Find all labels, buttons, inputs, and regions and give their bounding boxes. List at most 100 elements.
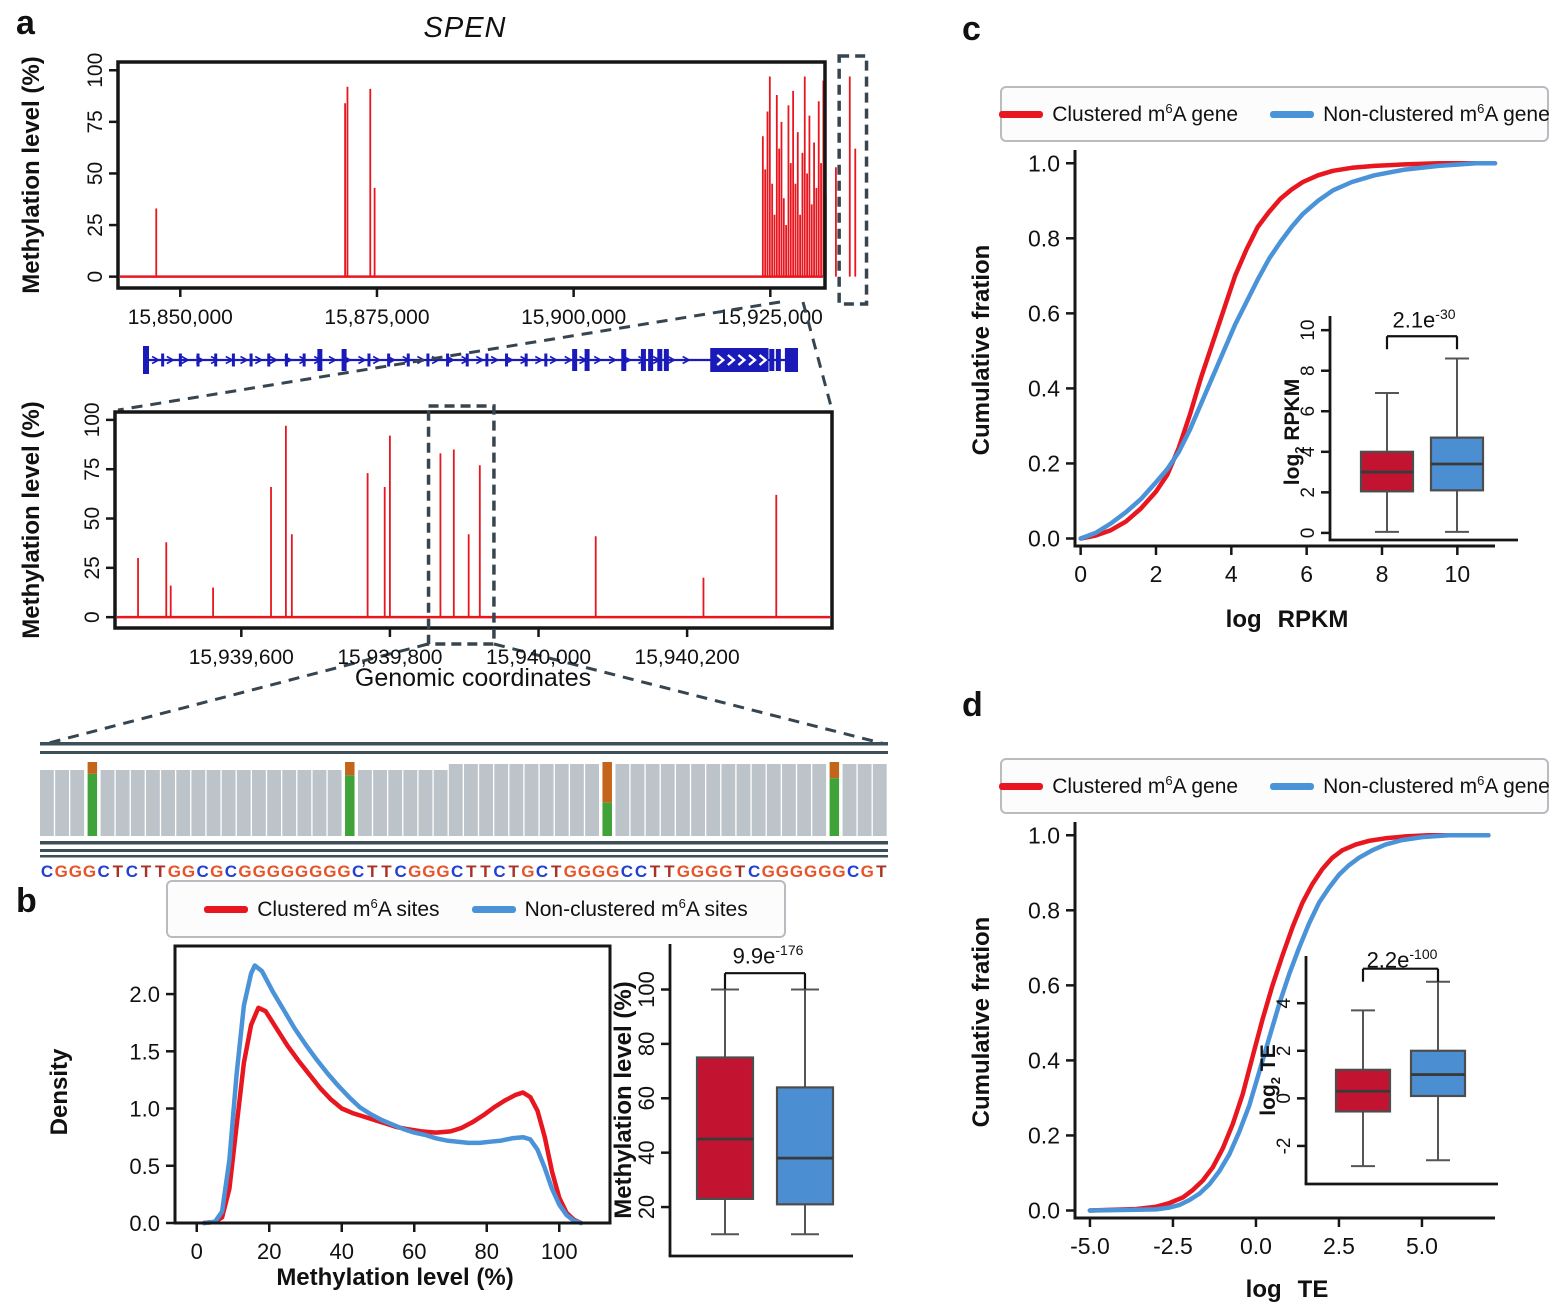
sequence-base: G <box>68 862 82 881</box>
sequence-base: G <box>181 862 196 881</box>
d-legend-clustered: Clustered m6A gene <box>999 773 1238 799</box>
a-xlabel: Genomic coordinates <box>354 664 592 692</box>
svg-text:80: 80 <box>475 1239 499 1264</box>
svg-text:75: 75 <box>81 458 104 481</box>
svg-text:60: 60 <box>634 1086 659 1110</box>
sequence-base: C <box>493 862 506 881</box>
sequence-base: C <box>634 862 648 881</box>
c-legend-nonclustered-label: Non-clustered m6A gene <box>1323 101 1550 126</box>
sequence-base: T <box>381 862 392 881</box>
svg-text:0.4: 0.4 <box>1028 375 1060 401</box>
c-inset-boxplot: 0 2 4 6 8 10 <box>1298 316 1518 542</box>
sequence-base: G <box>832 862 846 881</box>
b-legend-nonclustered: Non-clustered m6A sites <box>471 896 748 922</box>
panel-a-label: a <box>16 4 35 42</box>
sequence-base: T <box>480 862 491 881</box>
svg-text:15,900,000: 15,900,000 <box>521 306 626 329</box>
svg-text:10: 10 <box>1445 561 1471 587</box>
svg-text:10: 10 <box>1298 320 1319 341</box>
sequence-base: T <box>508 862 519 881</box>
b-ylabel: Density <box>46 1048 73 1136</box>
red-line-swatch <box>999 110 1044 118</box>
sequence-base: C <box>846 862 860 881</box>
sequence-base: G <box>690 862 705 881</box>
b-legend-clustered-label: Clustered m6A sites <box>257 896 440 921</box>
sequence-base: T <box>664 862 675 881</box>
sequence-base: G <box>54 862 68 881</box>
sequence-base: C <box>620 862 633 881</box>
sequence-base: G <box>676 862 691 881</box>
d-legend: Clustered m6A gene Non-clustered m6A gen… <box>999 758 1550 814</box>
svg-text:2.0: 2.0 <box>129 982 160 1007</box>
svg-text:50: 50 <box>81 507 104 530</box>
sequence-base: G <box>761 862 775 881</box>
svg-text:15,939,600: 15,939,600 <box>189 646 294 669</box>
sequence-base: G <box>860 862 874 881</box>
panel-d-label: d <box>962 686 983 724</box>
sequence-base: G <box>563 862 577 881</box>
sequence-base: G <box>210 862 224 881</box>
c-legend-clustered: Clustered m6A gene <box>999 101 1238 127</box>
svg-text:25: 25 <box>81 556 104 579</box>
sequence-base: C <box>451 862 464 881</box>
svg-text:1.5: 1.5 <box>129 1039 160 1064</box>
svg-text:40: 40 <box>330 1239 354 1264</box>
svg-text:6: 6 <box>1300 561 1313 587</box>
c-legend-clustered-label: Clustered m6A gene <box>1052 101 1239 126</box>
svg-text:2: 2 <box>1298 487 1319 498</box>
svg-text:4: 4 <box>1225 561 1238 587</box>
c-cumulative-chart: 0.0 0.2 0.4 0.6 0.8 1.0 0 2 4 6 8 10 <box>1028 150 1498 587</box>
d-cumulative-chart: 0.0 0.2 0.4 0.6 0.8 1.0 -5.0 -2.5 0.0 2.5 5.0 <box>1028 822 1495 1259</box>
svg-text:100: 100 <box>541 1239 578 1264</box>
sequence-base: G <box>280 862 295 881</box>
svg-text:0.2: 0.2 <box>1028 450 1060 476</box>
b-density-chart: 0.0 0.5 1.0 1.5 2.0 0 20 40 60 80 100 <box>129 944 612 1264</box>
b-legend-clustered: Clustered m6A sites <box>204 896 440 922</box>
svg-text:0.5: 0.5 <box>129 1154 160 1179</box>
svg-text:20: 20 <box>257 1239 281 1264</box>
sequence-base: C <box>125 862 139 881</box>
svg-text:2: 2 <box>1150 561 1163 587</box>
a-mid-methylation-chart: 0 25 50 75 100 15,939,600 15,939,800 15,940,000… <box>81 402 834 669</box>
gene-title: SPEN <box>423 12 507 44</box>
b-pvalue: 9.9e-176 <box>732 942 804 969</box>
sequence-base: G <box>705 862 719 881</box>
svg-text:0.6: 0.6 <box>1028 300 1060 326</box>
svg-text:100: 100 <box>84 53 107 88</box>
sequence-base: C <box>747 862 761 881</box>
svg-text:8: 8 <box>1298 365 1319 376</box>
svg-text:5.0: 5.0 <box>1406 1233 1438 1259</box>
sequence-base: G <box>606 862 620 881</box>
sequence-base: G <box>238 862 252 881</box>
svg-text:-2: -2 <box>1274 1137 1295 1154</box>
red-line-swatch <box>999 782 1044 790</box>
sequence-base: C <box>224 862 238 881</box>
svg-text:15,875,000: 15,875,000 <box>324 306 429 329</box>
sequence-base: T <box>466 862 477 881</box>
c-legend: Clustered m6A gene Non-clustered m6A gen… <box>999 86 1550 142</box>
d-legend-nonclustered: Non-clustered m6A gene <box>1270 773 1550 799</box>
svg-text:15,925,000: 15,925,000 <box>718 306 823 329</box>
svg-text:100: 100 <box>634 971 659 1008</box>
sequence-base: G <box>82 862 97 881</box>
sequence-base: G <box>337 862 351 881</box>
sequence-base: T <box>155 862 166 881</box>
sequence-base: T <box>112 862 123 881</box>
sequence-base: G <box>436 862 450 881</box>
svg-text:15,850,000: 15,850,000 <box>128 306 233 329</box>
sequence-base: G <box>789 862 804 881</box>
svg-text:50: 50 <box>84 162 107 185</box>
svg-text:15,940,000: 15,940,000 <box>486 646 591 669</box>
svg-text:0.4: 0.4 <box>1028 1047 1060 1073</box>
sequence-base: G <box>521 862 535 881</box>
svg-text:0: 0 <box>84 271 107 283</box>
sequence-base: G <box>252 862 266 881</box>
svg-text:0.0: 0.0 <box>129 1211 160 1236</box>
svg-text:0: 0 <box>81 611 104 623</box>
sequence-base: C <box>97 862 110 881</box>
svg-text:0.6: 0.6 <box>1028 972 1060 998</box>
sequence-base: C <box>352 862 365 881</box>
svg-text:1.0: 1.0 <box>1028 822 1060 848</box>
svg-text:0.0: 0.0 <box>1240 1233 1272 1259</box>
